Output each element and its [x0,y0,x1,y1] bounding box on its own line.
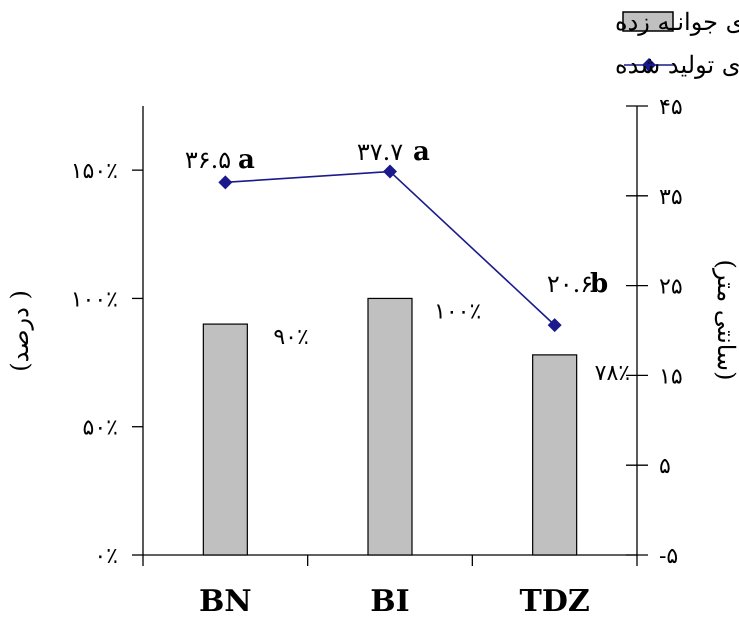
line-series [218,164,562,333]
bar [367,297,413,556]
legend: درصد ریز نمونه های جوانـه زده کل طول شاخ… [615,8,739,79]
plot-area: ۰٪ ۵۰٪ ۱۰۰٪ ۱۵۰٪ -۵ ۵ ۱۵ ۲۵ ۳۵ ۴۵ ۹۰٪ ۱۰۰٪ ۷۸٪ ۳۶.… [71,95,683,569]
right-ticks: -۵ ۵ ۱۵ ۲۵ ۳۵ ۴۵ [626,95,683,569]
line-marker [547,318,562,333]
left-ticks: ۰٪ ۵۰٪ ۱۰۰٪ ۱۵۰٪ [71,159,143,569]
bars [202,297,578,556]
right-tick-label: -۵ [659,544,678,569]
line-data-label: ۳۶.۵ [185,146,231,174]
category-ticks [142,555,638,566]
right-tick-label: ۴۵ [659,95,683,120]
significance-letter: a [238,145,255,175]
category-label: BI [370,584,409,619]
legend-bar-label: درصد ریز نمونه های جوانـه زده [615,8,739,36]
category-label: BN [199,584,252,619]
bar [202,323,248,556]
significance-letter: b [590,269,608,299]
legend-line-marker [642,58,656,72]
line-marker [383,164,397,179]
category-labels: BN BI TDZ [199,584,590,619]
line-data-label: ۳۷.۷ [357,138,403,166]
bar-data-label: ۷۸٪ [595,361,630,386]
right-tick-label: ۱۵ [659,364,683,389]
left-axis-title: ( درصد) [6,290,34,372]
line-labels: ۳۶.۵ a ۳۷.۷ a۲۰.۶b [185,137,608,299]
left-tick-label: ۰٪ [94,544,118,569]
line-data-label: ۲۰.۶ [547,270,593,298]
left-tick-label: ۵۰٪ [83,416,118,441]
bar-labels: ۹۰٪ ۱۰۰٪ ۷۸٪ [273,299,630,385]
right-axis-title: (سانتی متر) [712,259,739,380]
left-tick-label: ۱۰۰٪ [71,287,118,312]
right-tick-label: ۵ [659,454,671,479]
bar [532,354,578,556]
significance-letter: a [413,137,430,167]
bar-data-label: ۱۰۰٪ [434,299,481,324]
left-tick-label: ۱۵۰٪ [71,159,118,184]
right-tick-label: ۳۵ [659,185,683,210]
legend-line-label: کل طول شاخساره های تولید شده [615,51,739,79]
category-label: TDZ [520,584,590,619]
legend-bar-swatch [622,11,674,32]
line-marker [218,175,233,190]
bar-data-label: ۹۰٪ [273,325,308,350]
right-tick-label: ۲۵ [659,275,683,300]
